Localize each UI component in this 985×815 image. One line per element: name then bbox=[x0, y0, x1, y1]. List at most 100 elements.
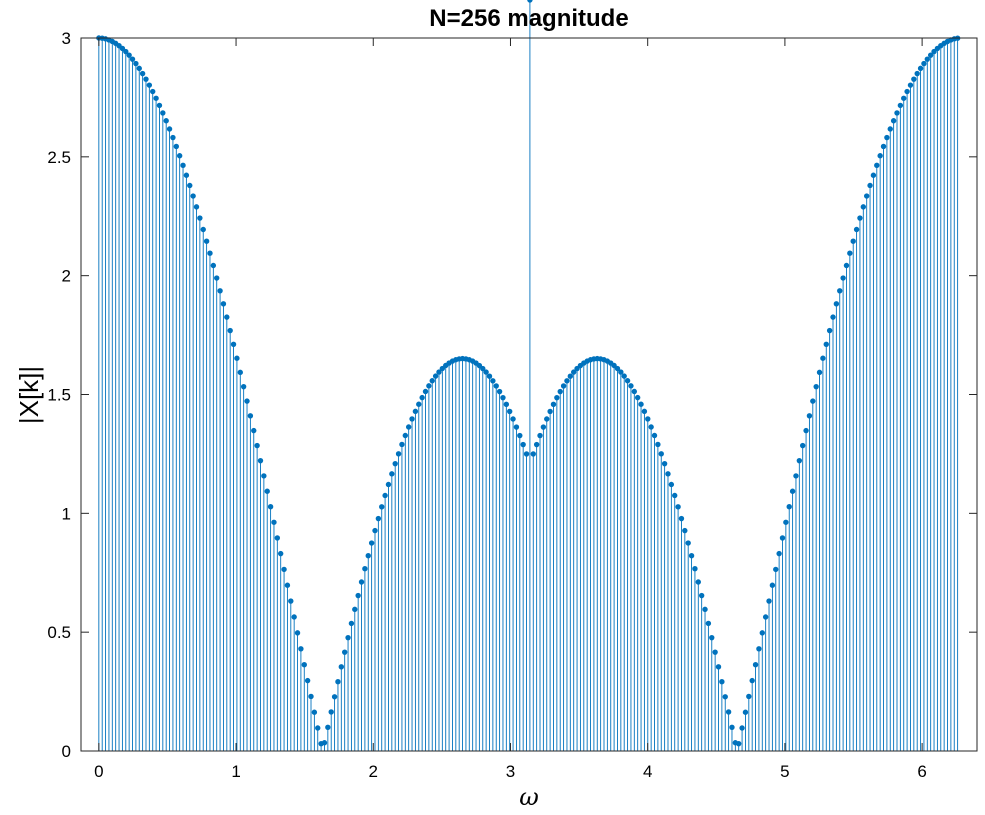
stem-marker bbox=[180, 162, 186, 169]
x-tick-label: 1 bbox=[231, 762, 240, 781]
stem-marker bbox=[823, 341, 829, 348]
stem-marker bbox=[530, 451, 536, 457]
stem-marker bbox=[176, 153, 183, 159]
stem-marker bbox=[675, 504, 681, 510]
stem-marker bbox=[315, 725, 321, 731]
stem-marker bbox=[560, 383, 567, 389]
stem-marker bbox=[133, 60, 139, 67]
stem-marker bbox=[277, 550, 284, 557]
stem-marker bbox=[365, 553, 371, 559]
stem-marker bbox=[362, 566, 368, 572]
stem-marker bbox=[439, 365, 446, 372]
stem-marker bbox=[705, 620, 712, 627]
x-axis-label: ω bbox=[519, 783, 539, 810]
stem-marker bbox=[139, 70, 146, 77]
stem-marker bbox=[224, 314, 230, 320]
stem-marker bbox=[402, 432, 409, 439]
stem-marker bbox=[810, 398, 816, 404]
stem-marker bbox=[746, 693, 752, 700]
stem-marker bbox=[237, 369, 243, 376]
stem-marker bbox=[884, 134, 890, 141]
stem-marker bbox=[321, 740, 328, 746]
stem-marker bbox=[799, 442, 806, 449]
stem-marker bbox=[244, 398, 250, 404]
stem-marker bbox=[776, 550, 782, 557]
stem-marker bbox=[638, 401, 644, 407]
stem-marker bbox=[739, 725, 745, 731]
stem-marker bbox=[271, 519, 277, 525]
stem-marker bbox=[230, 341, 237, 348]
stem-marker bbox=[496, 388, 503, 395]
stem-marker bbox=[887, 126, 893, 132]
stem-marker bbox=[641, 408, 648, 415]
stem-marker bbox=[924, 56, 931, 62]
x-tick-label: 3 bbox=[506, 762, 515, 781]
stem-marker bbox=[806, 413, 813, 419]
stem-marker bbox=[682, 527, 688, 534]
stem-marker bbox=[348, 620, 355, 627]
stem-marker bbox=[335, 679, 341, 685]
stem-marker bbox=[911, 76, 917, 82]
stem-marker bbox=[392, 460, 398, 467]
y-tick-label: 2.5 bbox=[47, 148, 71, 167]
stem-marker bbox=[655, 441, 661, 448]
stem-marker bbox=[820, 355, 826, 361]
x-tick-label: 4 bbox=[643, 762, 652, 781]
stem-marker bbox=[513, 424, 520, 430]
stem-marker bbox=[762, 614, 769, 620]
stem-marker bbox=[547, 408, 553, 415]
stem-marker bbox=[500, 394, 506, 401]
stem-marker bbox=[927, 52, 934, 58]
stem-marker bbox=[126, 52, 132, 58]
stem-marker bbox=[146, 82, 153, 88]
stem-marker bbox=[166, 126, 173, 132]
stem-marker bbox=[702, 606, 708, 613]
y-ticks: 0 0.5 1 1.5 2 2.5 3 bbox=[47, 29, 977, 761]
stem-marker bbox=[833, 301, 840, 307]
stem-marker bbox=[503, 401, 510, 408]
stem-marker bbox=[725, 709, 732, 715]
x-ticks: 0 1 2 3 4 5 6 bbox=[94, 38, 927, 781]
stem-marker bbox=[658, 451, 664, 457]
stem-marker bbox=[863, 193, 870, 199]
stem-marker bbox=[621, 373, 627, 379]
x-tick-label: 5 bbox=[780, 762, 789, 781]
stem-marker bbox=[904, 88, 910, 95]
stem-marker bbox=[749, 677, 755, 684]
stem-marker bbox=[752, 662, 759, 668]
stem-marker bbox=[917, 65, 924, 72]
stem-marker bbox=[934, 45, 941, 52]
stem-marker bbox=[358, 579, 365, 585]
stem-marker bbox=[311, 709, 318, 715]
stem-marker bbox=[490, 378, 496, 384]
stem-marker bbox=[217, 288, 223, 294]
stem-marker bbox=[395, 451, 402, 457]
stem-marker bbox=[773, 566, 779, 573]
stem-marker bbox=[304, 677, 311, 684]
stem-marker bbox=[389, 471, 395, 477]
stem-marker bbox=[436, 369, 442, 375]
x-tick-label: 2 bbox=[369, 762, 378, 781]
y-axis-label: |X[k]| bbox=[14, 366, 44, 424]
stem-marker bbox=[843, 262, 850, 269]
stem-marker bbox=[786, 504, 792, 510]
stem-marker bbox=[564, 378, 570, 384]
stem-marker bbox=[193, 204, 200, 210]
stem-marker bbox=[634, 394, 641, 401]
stem-marker bbox=[914, 70, 920, 77]
stem-marker bbox=[261, 473, 267, 479]
stem-marker bbox=[385, 481, 392, 488]
stem-marker bbox=[651, 432, 658, 439]
stem-marker bbox=[429, 378, 435, 384]
y-tick-label: 2 bbox=[62, 267, 71, 286]
stem-marker bbox=[507, 408, 513, 415]
y-tick-label: 0.5 bbox=[47, 623, 71, 642]
stem-marker bbox=[345, 634, 351, 641]
stem-marker bbox=[685, 540, 691, 546]
stem-marker bbox=[860, 204, 867, 210]
stem-marker bbox=[537, 432, 543, 439]
stem-marker bbox=[247, 413, 254, 419]
stem-marker bbox=[796, 457, 803, 464]
stem-marker bbox=[614, 365, 621, 372]
